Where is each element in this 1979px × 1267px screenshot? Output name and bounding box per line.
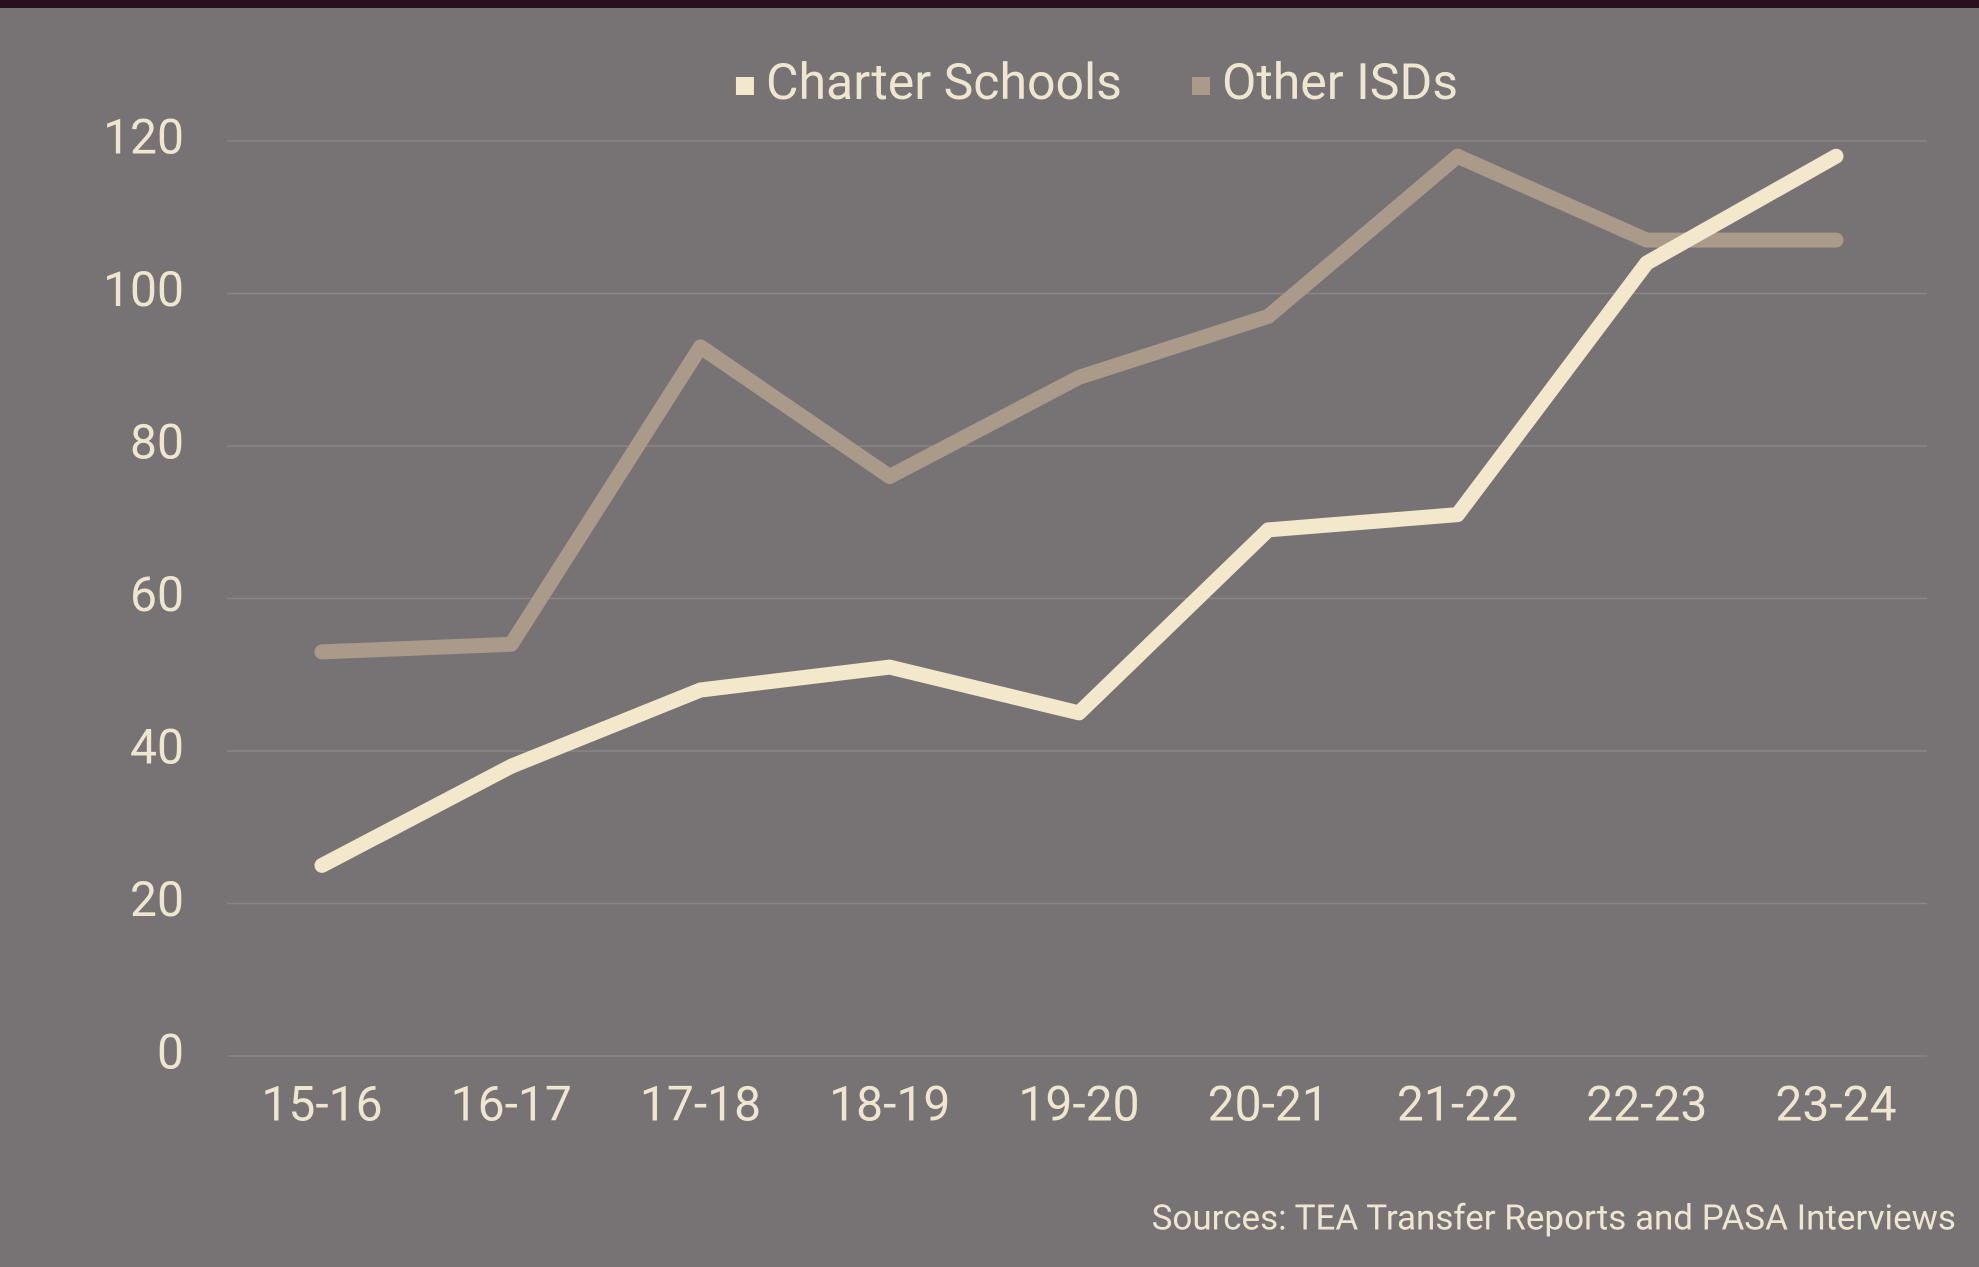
x-tick-label: 19-20	[1018, 1076, 1139, 1133]
y-tick-label: 80	[130, 414, 184, 471]
y-tick-label: 100	[103, 261, 184, 318]
x-tick-label: 21-22	[1397, 1076, 1518, 1133]
y-tick-label: 20	[130, 871, 184, 928]
legend-label: Other ISDs	[1222, 54, 1458, 112]
y-tick-label: 60	[130, 566, 184, 623]
data-line	[314, 148, 1844, 660]
legend-label: Charter Schools	[766, 54, 1122, 112]
x-tick-label: 20-21	[1208, 1076, 1329, 1133]
data-line	[314, 148, 1844, 873]
x-tick-label: 17-18	[640, 1076, 761, 1133]
legend-marker	[1192, 77, 1210, 95]
x-tick-label: 18-19	[829, 1076, 950, 1133]
x-tick-label: 22-23	[1586, 1076, 1707, 1133]
x-tick-label: 15-16	[261, 1076, 382, 1133]
y-tick-label: 120	[103, 109, 184, 166]
y-tick-label: 0	[157, 1024, 184, 1081]
legend-marker	[735, 77, 754, 95]
x-tick-label: 16-17	[451, 1076, 572, 1133]
x-tick-label: 23-24	[1775, 1076, 1896, 1133]
y-tick-label: 40	[130, 719, 184, 776]
top-bar	[0, 0, 1979, 8]
source-note: Sources: TEA Transfer Reports and PASA I…	[1152, 1197, 1956, 1238]
